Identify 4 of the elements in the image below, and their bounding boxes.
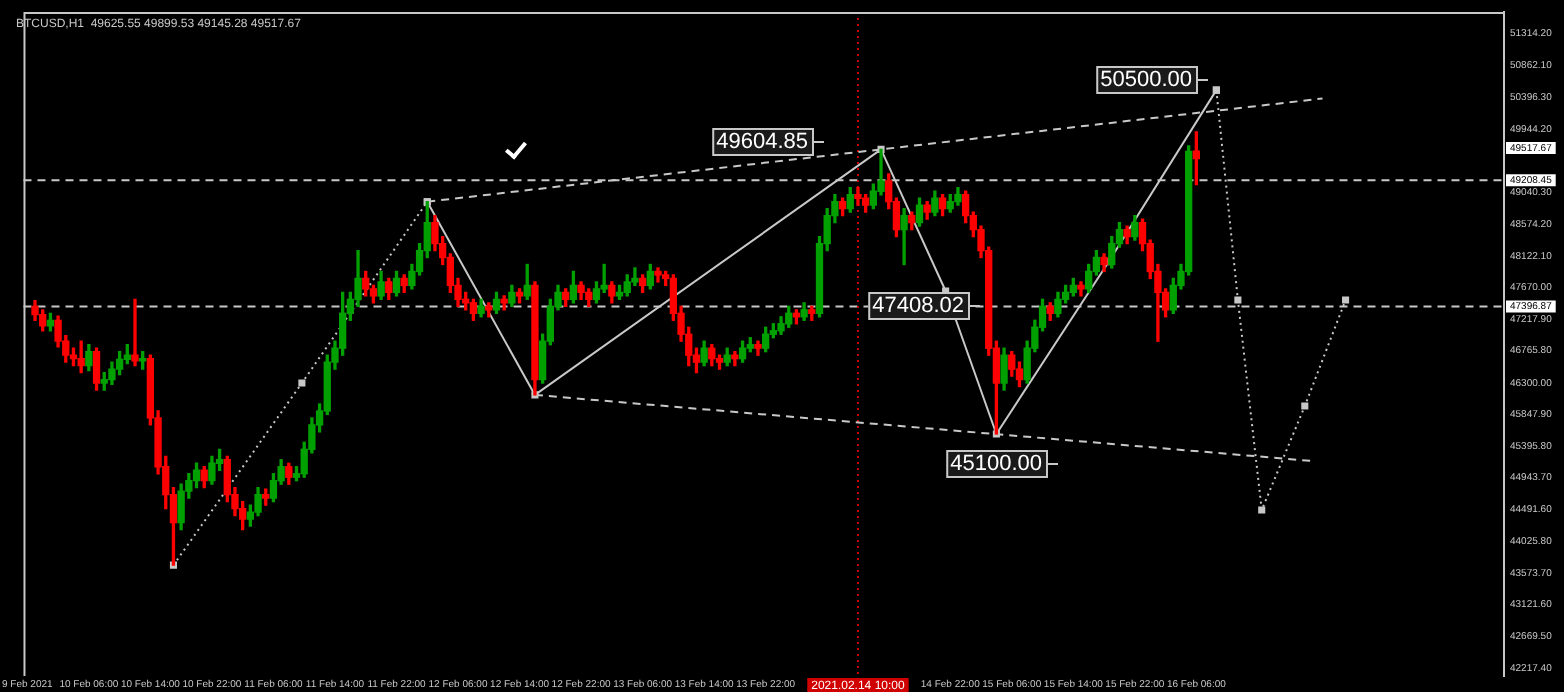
annotation: 47408.02 (872, 294, 965, 319)
annotation: 50500.00 (1100, 68, 1193, 93)
annotation: 45100.00 (950, 452, 1043, 477)
annotation: 49604.85 (716, 130, 809, 155)
